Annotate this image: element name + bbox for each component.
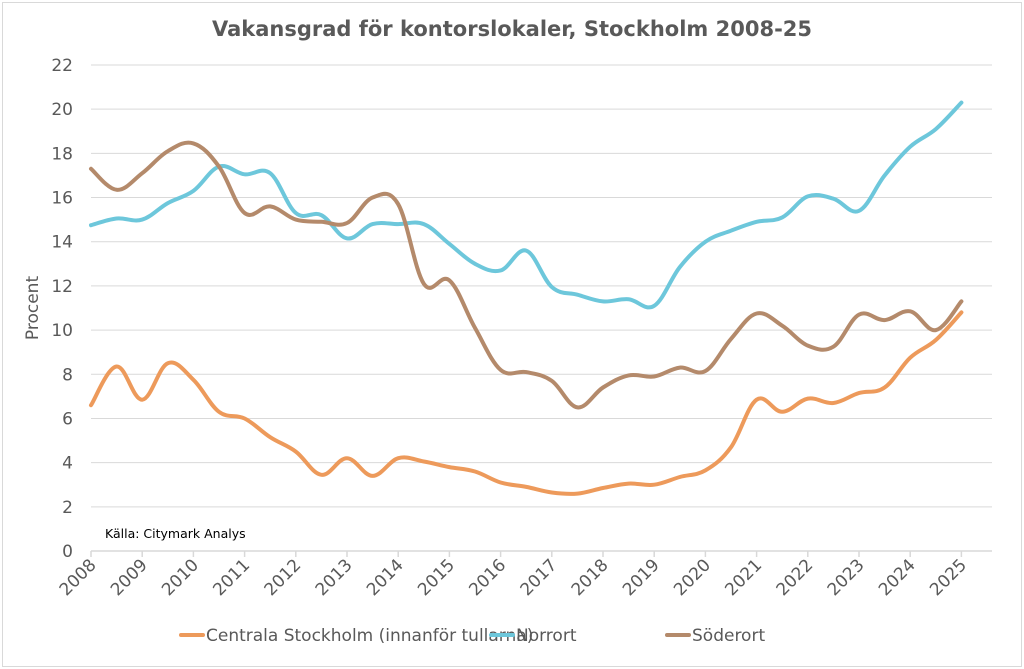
x-tick-label: 2008 xyxy=(56,555,101,600)
source-note: Källa: Citymark Analys xyxy=(105,526,246,541)
x-tick-label: 2021 xyxy=(721,555,766,600)
legend-label: Centrala Stockholm (innanför tullarna) xyxy=(206,626,533,646)
x-tick-label: 2019 xyxy=(619,555,664,600)
y-axis-title: Procent xyxy=(23,276,43,341)
y-tick-label: 8 xyxy=(62,365,73,385)
series-lines xyxy=(89,100,964,496)
legend-item: Norrort xyxy=(489,626,577,646)
x-tick-label: 2018 xyxy=(568,555,613,600)
x-tick-label: 2011 xyxy=(209,555,254,600)
y-tick-label: 14 xyxy=(51,233,73,253)
chart-title: Vakansgrad för kontorslokaler, Stockholm… xyxy=(212,17,812,41)
legend-label: Söderort xyxy=(692,626,765,646)
x-tick-label: 2025 xyxy=(926,555,971,600)
legend-label: Norrort xyxy=(516,626,577,646)
x-tick-label: 2010 xyxy=(158,555,203,600)
y-tick-label: 20 xyxy=(51,100,73,120)
y-tick-label: 2 xyxy=(62,498,73,518)
x-tick-label: 2013 xyxy=(312,555,357,600)
x-tick-label: 2009 xyxy=(107,555,152,600)
x-tick-label: 2015 xyxy=(414,555,459,600)
legend: Centrala Stockholm (innanför tullarna)No… xyxy=(179,626,765,646)
x-tick-label: 2023 xyxy=(824,555,869,600)
x-tick-label: 2024 xyxy=(875,555,920,600)
x-tick-label: 2017 xyxy=(517,555,562,600)
y-tick-label: 18 xyxy=(51,144,73,164)
gridlines xyxy=(91,64,992,508)
y-tick-label: 6 xyxy=(62,409,73,429)
y-tick-label: 10 xyxy=(51,321,73,341)
x-tick-label: 2012 xyxy=(261,555,306,600)
series-line-centrala xyxy=(89,310,964,496)
x-tick-label: 2022 xyxy=(773,555,818,600)
y-tick-label: 0 xyxy=(62,542,73,562)
legend-item: Söderort xyxy=(665,626,765,646)
legend-item: Centrala Stockholm (innanför tullarna) xyxy=(179,626,533,646)
series-line-norrort xyxy=(89,100,964,310)
y-tick-label: 16 xyxy=(51,189,73,209)
y-tick-label: 4 xyxy=(62,454,73,474)
x-tick-label: 2016 xyxy=(465,555,510,600)
x-tick-label: 2020 xyxy=(670,555,715,600)
x-tick-label: 2014 xyxy=(363,555,408,600)
y-tick-label: 22 xyxy=(51,56,73,76)
series-line-söderort xyxy=(89,140,964,410)
y-axis-ticks: 0 2 4 6 8 10 12 14 16 18 20 22 xyxy=(51,56,73,562)
y-tick-label: 12 xyxy=(51,277,73,297)
x-axis: 2008 2009 2010 2011 2012 2013 2014 2015 2016 2017… xyxy=(56,550,992,600)
